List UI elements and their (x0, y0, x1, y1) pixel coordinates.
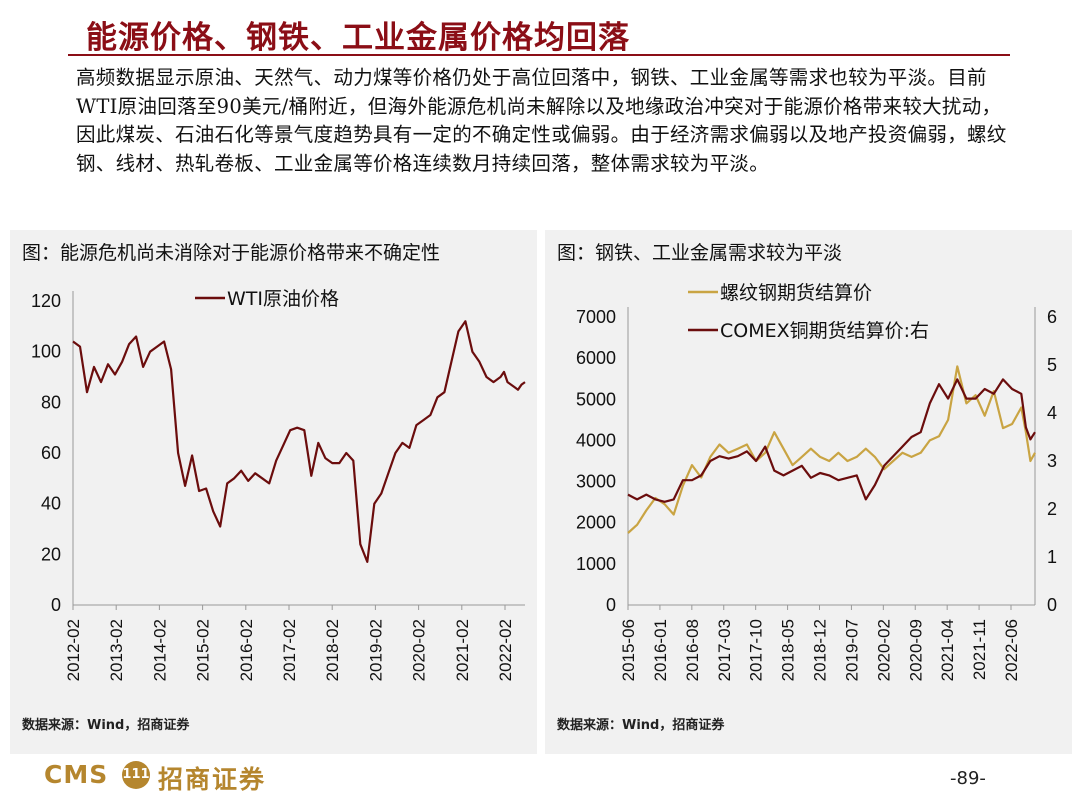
logo-latin: CMS (44, 760, 109, 789)
x-tick-label: 2017-02 (280, 619, 299, 681)
wti-chart: 0 20 40 60 80 100 120 2012-02 2013-02 2014-02 2015… (31, 288, 526, 681)
y2-tick-label: 5 (1047, 355, 1057, 375)
y2-tick-label: 1 (1047, 547, 1057, 567)
x-tick-label: 2018-05 (779, 619, 798, 681)
x-tick-label: 2020-09 (906, 619, 925, 681)
logo-badge-icon: 111 (122, 761, 150, 789)
y2-tick-label: 6 (1047, 307, 1057, 327)
x-tick-label: 2018-12 (811, 619, 830, 681)
x-tick-label: 2015-06 (619, 619, 638, 681)
title-bar: 能源价格、钢铁、工业金属价格均回落 (68, 10, 1010, 56)
y-tick-label: 4000 (576, 430, 616, 450)
legend-label-1: COMEX铜期货结算价:右 (720, 320, 929, 342)
x-tick-label: 2020-02 (410, 619, 429, 681)
x-tick-label: 2021-04 (938, 619, 957, 681)
y-tick-label: 3000 (576, 472, 616, 492)
series-line-0 (72, 320, 526, 563)
x-tick-label: 2017-10 (747, 619, 766, 681)
x-tick-label: 2022-06 (1002, 619, 1021, 681)
y2-tick-label: 0 (1047, 595, 1057, 615)
x-tick-label: 2016-02 (237, 619, 256, 681)
x-tick-label: 2016-08 (683, 619, 702, 681)
x-tick-label: 2015-02 (194, 619, 213, 681)
chart-title-metals: 图：钢铁、工业金属需求较为平淡 (557, 242, 843, 264)
y-tick-label: 100 (31, 342, 61, 362)
series-line-0 (627, 365, 1036, 534)
page-title: 能源价格、钢铁、工业金属价格均回落 (86, 20, 630, 56)
y-tick-label: 80 (41, 392, 61, 412)
x-tick-label: 2017-03 (715, 619, 734, 681)
x-tick-label: 2020-02 (874, 619, 893, 681)
x-tick-label: 2016-01 (651, 619, 670, 681)
x-tick-label: 2014-02 (150, 619, 169, 681)
chart-panel-metals: 图：钢铁、工业金属需求较为平淡 0 1000 2000 3000 4000 5000 600… (545, 230, 1072, 754)
y-tick-label: 0 (51, 595, 61, 615)
series-line-1 (627, 378, 1036, 503)
x-tick-label: 2013-02 (107, 619, 126, 681)
chart-source-metals: 数据来源：Wind，招商证券 (557, 718, 725, 733)
page-number: -89- (950, 768, 986, 789)
legend-label-0: WTI原油价格 (227, 288, 339, 310)
logo-chinese: 招商证券 (158, 765, 267, 794)
legend-label-0: 螺纹钢期货结算价 (720, 282, 872, 304)
x-tick-label: 2019-02 (366, 619, 385, 681)
x-tick-label: 2018-02 (323, 619, 342, 681)
x-tick-label: 2019-07 (842, 619, 861, 681)
y2-tick-label: 3 (1047, 451, 1057, 471)
metals-chart: 0 1000 2000 3000 4000 5000 6000 7000 0 1 2 3 4 5 6 2015… (576, 282, 1057, 681)
chart-source-wti: 数据来源：Wind，招商证券 (22, 718, 190, 733)
y-tick-label: 6000 (576, 348, 616, 368)
summary-paragraph: 高频数据显示原油、天然气、动力煤等价格仍处于高位回落中，钢铁、工业金属等需求也较… (76, 66, 1007, 175)
y-tick-label: 1000 (576, 554, 616, 574)
y-tick-label: 120 (31, 291, 61, 311)
x-tick-label: 2022-02 (496, 619, 515, 681)
x-tick-label: 2021-02 (453, 619, 472, 681)
y2-tick-label: 4 (1047, 403, 1057, 423)
chart-panel-wti: 图：能源危机尚未消除对于能源价格带来不确定性 0 20 40 60 80 100 120 20… (10, 230, 537, 754)
y-tick-label: 40 (41, 494, 61, 514)
y-tick-label: 20 (41, 544, 61, 564)
y-tick-label: 60 (41, 443, 61, 463)
y-tick-label: 0 (606, 595, 616, 615)
y-tick-label: 2000 (576, 513, 616, 533)
x-tick-label: 2012-02 (64, 619, 83, 681)
chart-title-wti: 图：能源危机尚未消除对于能源价格带来不确定性 (22, 242, 441, 264)
y2-tick-label: 2 (1047, 499, 1057, 519)
y-tick-label: 5000 (576, 389, 616, 409)
y-tick-label: 7000 (576, 307, 616, 327)
x-tick-label: 2021-11 (970, 619, 989, 680)
